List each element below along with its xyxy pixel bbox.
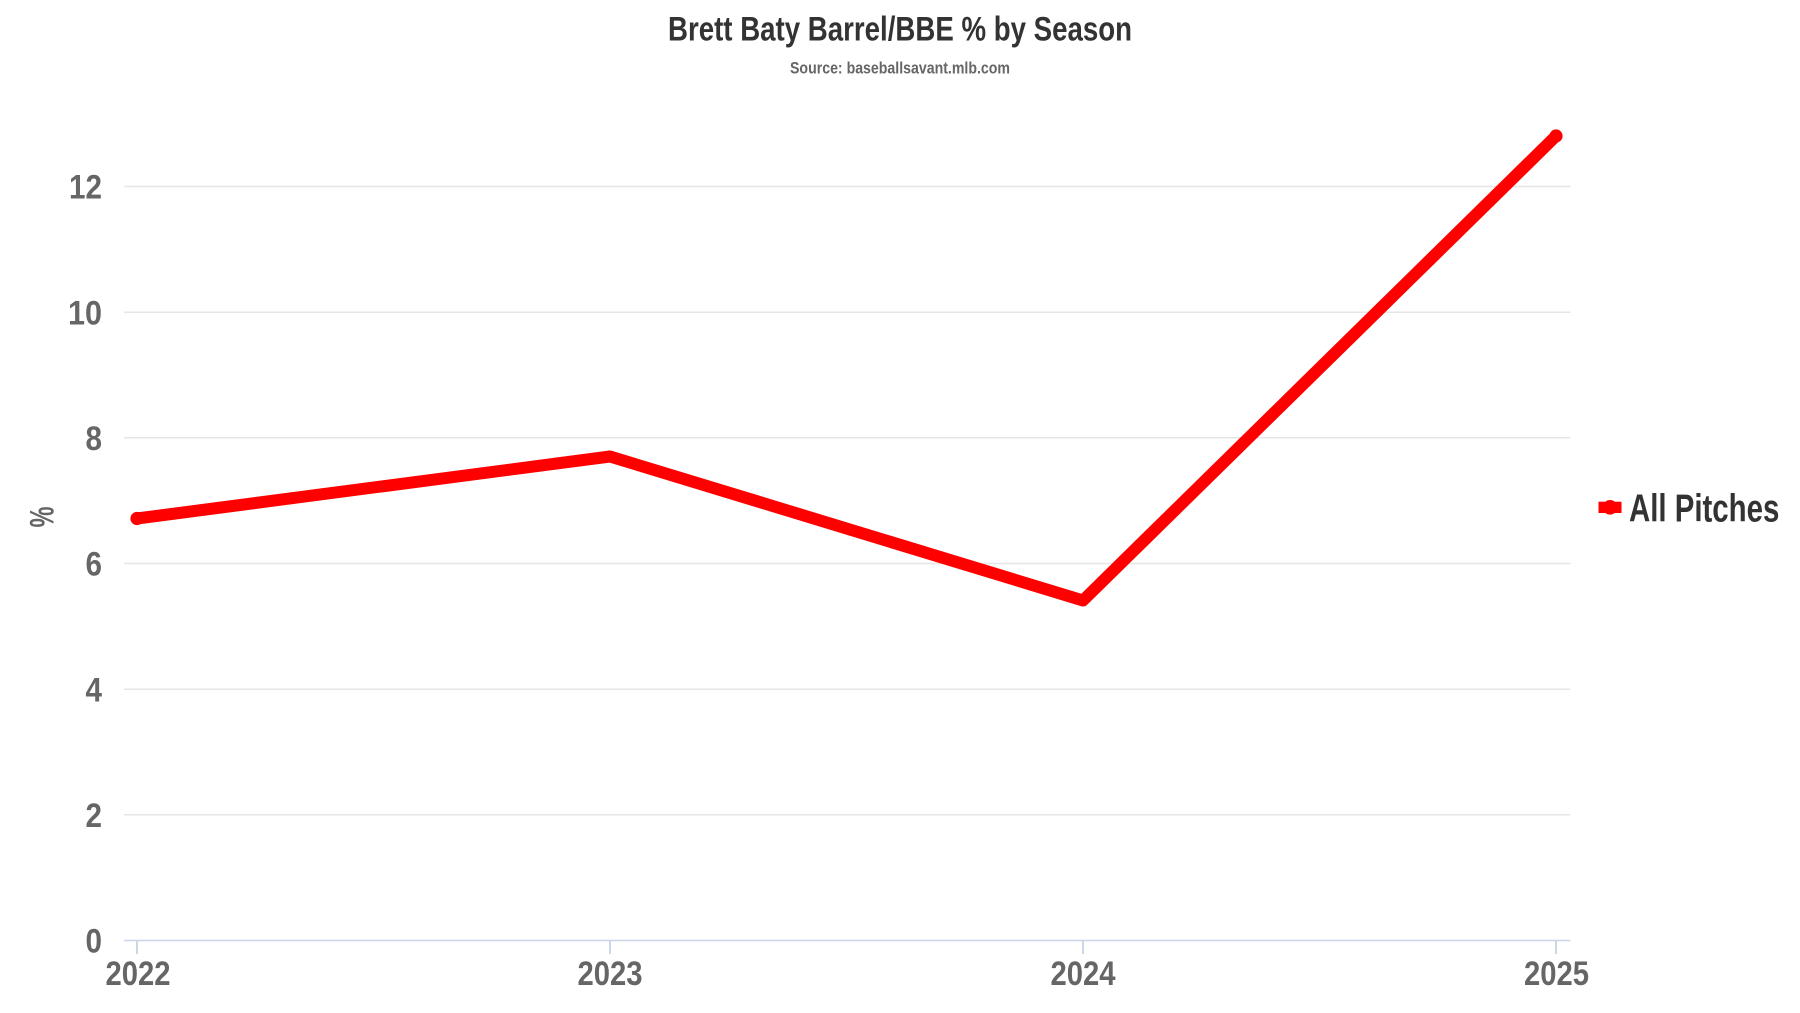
svg-text:0: 0 (86, 923, 103, 961)
svg-text:10: 10 (68, 294, 102, 332)
svg-text:2: 2 (86, 797, 103, 835)
svg-text:6: 6 (86, 546, 103, 584)
svg-text:12: 12 (69, 169, 102, 207)
svg-text:2024: 2024 (1051, 955, 1116, 993)
svg-text:All Pitches: All Pitches (1629, 488, 1779, 531)
svg-text:4: 4 (86, 671, 103, 709)
svg-text:8: 8 (86, 420, 103, 458)
svg-text:Source: baseballsavant.mlb.com: Source: baseballsavant.mlb.com (790, 59, 1010, 78)
svg-text:%: % (23, 507, 61, 528)
svg-text:2025: 2025 (1524, 955, 1589, 993)
svg-text:Brett Baty Barrel/BBE % by Sea: Brett Baty Barrel/BBE % by Season (668, 10, 1132, 48)
svg-text:2022: 2022 (106, 955, 171, 993)
svg-text:2023: 2023 (578, 955, 643, 993)
